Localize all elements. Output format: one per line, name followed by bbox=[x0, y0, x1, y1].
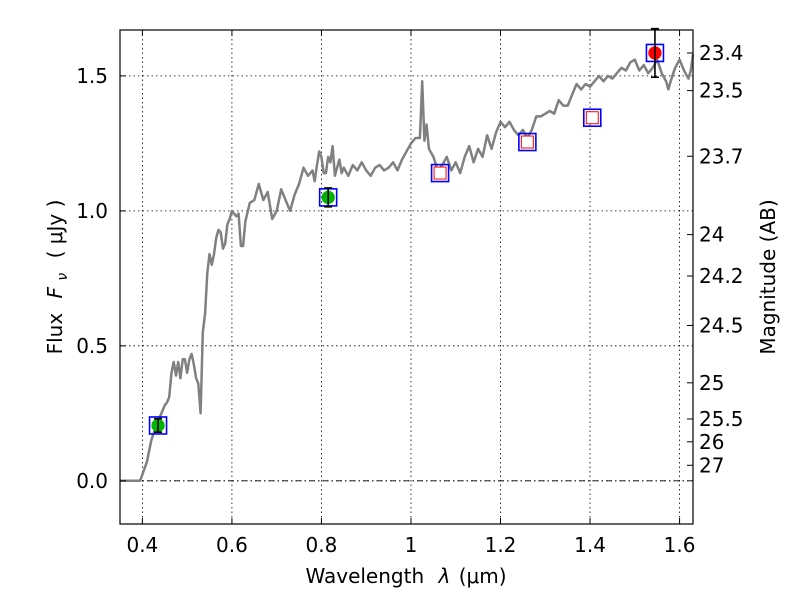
plot-frame bbox=[119, 29, 694, 525]
model-point-square bbox=[518, 132, 537, 152]
y-tick-label: 1.5 bbox=[76, 64, 108, 88]
model-spectrum bbox=[120, 54, 695, 483]
x-axis-ticks: 0.4 0.6 0.8 1 1.2 1.4 1.6 bbox=[126, 30, 695, 557]
x-tick-label: 1.4 bbox=[574, 533, 606, 557]
right-axis-label: Magnitude (AB) bbox=[756, 199, 780, 354]
model-spectrum-line bbox=[120, 54, 695, 483]
right-tick-label: 25.5 bbox=[699, 407, 744, 431]
upper-limit-square bbox=[585, 111, 599, 125]
x-tick-label: 0.4 bbox=[126, 533, 158, 557]
right-tick-label: 23.7 bbox=[699, 144, 744, 168]
y-tick-label: 1.0 bbox=[76, 199, 108, 223]
x-axis-label: Wavelength λ (μm) bbox=[305, 564, 506, 588]
x-tick-label: 1.2 bbox=[485, 533, 517, 557]
right-tick-label: 23.5 bbox=[699, 79, 744, 103]
model-point-square bbox=[582, 108, 602, 128]
upper-limit-square bbox=[520, 135, 534, 149]
x-tick-label: 1.6 bbox=[664, 533, 696, 557]
right-tick-label: 25 bbox=[699, 371, 724, 395]
y-axis-label: Flux F ν ( μJy ) bbox=[43, 200, 72, 355]
right-tick-label: 23.4 bbox=[699, 41, 744, 65]
right-tick-label: 24.5 bbox=[699, 313, 744, 337]
photometry-points bbox=[148, 27, 665, 435]
right-tick-label: 26 bbox=[699, 430, 724, 454]
model-point-square bbox=[430, 163, 450, 183]
x-tick-label: 0.6 bbox=[216, 533, 248, 557]
x-tick-label: 0.8 bbox=[306, 533, 338, 557]
y-axis-ticks: 0.0 0.5 1.0 1.5 bbox=[76, 64, 126, 493]
right-tick-label: 24.2 bbox=[699, 264, 744, 288]
x-tick-label: 1 bbox=[405, 533, 418, 557]
upper-limit-square bbox=[433, 166, 447, 180]
right-tick-label: 27 bbox=[699, 453, 724, 477]
right-tick-label: 24 bbox=[699, 223, 724, 247]
y-tick-label: 0.0 bbox=[76, 469, 108, 493]
model-point-square bbox=[148, 416, 168, 435]
y-tick-label: 0.5 bbox=[76, 334, 108, 358]
